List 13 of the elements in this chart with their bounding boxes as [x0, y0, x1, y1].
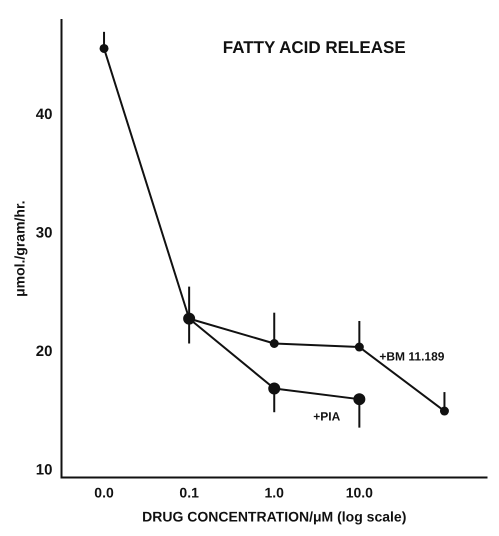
text: FATTY ACID RELEASE — [222, 38, 406, 58]
y-axis-title: μmol./gram/hr. — [11, 200, 28, 297]
y-tick-label: 20 — [36, 342, 52, 360]
y-tick-label: 40 — [36, 106, 52, 123]
series-label: +BM 11.189 — [379, 349, 445, 364]
x-tick-label: 0.1 — [179, 484, 200, 501]
x-axis-title: DRUG CONCENTRATION/μM (log scale) — [142, 508, 406, 524]
y-tick-label: 30 — [36, 224, 52, 242]
series-label: +PIA — [313, 410, 341, 424]
y-tick-label: 10 — [36, 461, 52, 478]
x-tick-label: 0.0 — [94, 484, 114, 501]
x-tick-label: 10.0 — [346, 484, 374, 501]
x-tick-label: 1.0 — [264, 484, 284, 501]
